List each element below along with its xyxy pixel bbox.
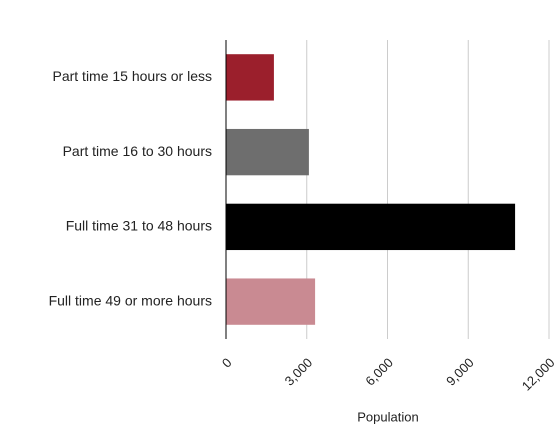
bar bbox=[226, 203, 516, 251]
bar bbox=[226, 278, 316, 325]
bar bbox=[226, 54, 274, 101]
y-tick-label: Part time 15 hours or less bbox=[52, 68, 212, 84]
x-tick-label: 12,000 bbox=[519, 355, 558, 394]
x-axis-title: Population bbox=[357, 409, 418, 424]
y-tick-label: Full time 31 to 48 hours bbox=[66, 218, 212, 234]
bar bbox=[226, 128, 309, 176]
x-tick-label: 9,000 bbox=[443, 355, 477, 389]
x-tick-label: 6,000 bbox=[362, 355, 396, 389]
x-tick-label: 0 bbox=[219, 355, 235, 371]
y-tick-label: Full time 49 or more hours bbox=[49, 292, 212, 308]
x-tick-label: 3,000 bbox=[282, 355, 316, 389]
y-tick-label: Part time 16 to 30 hours bbox=[63, 143, 212, 159]
